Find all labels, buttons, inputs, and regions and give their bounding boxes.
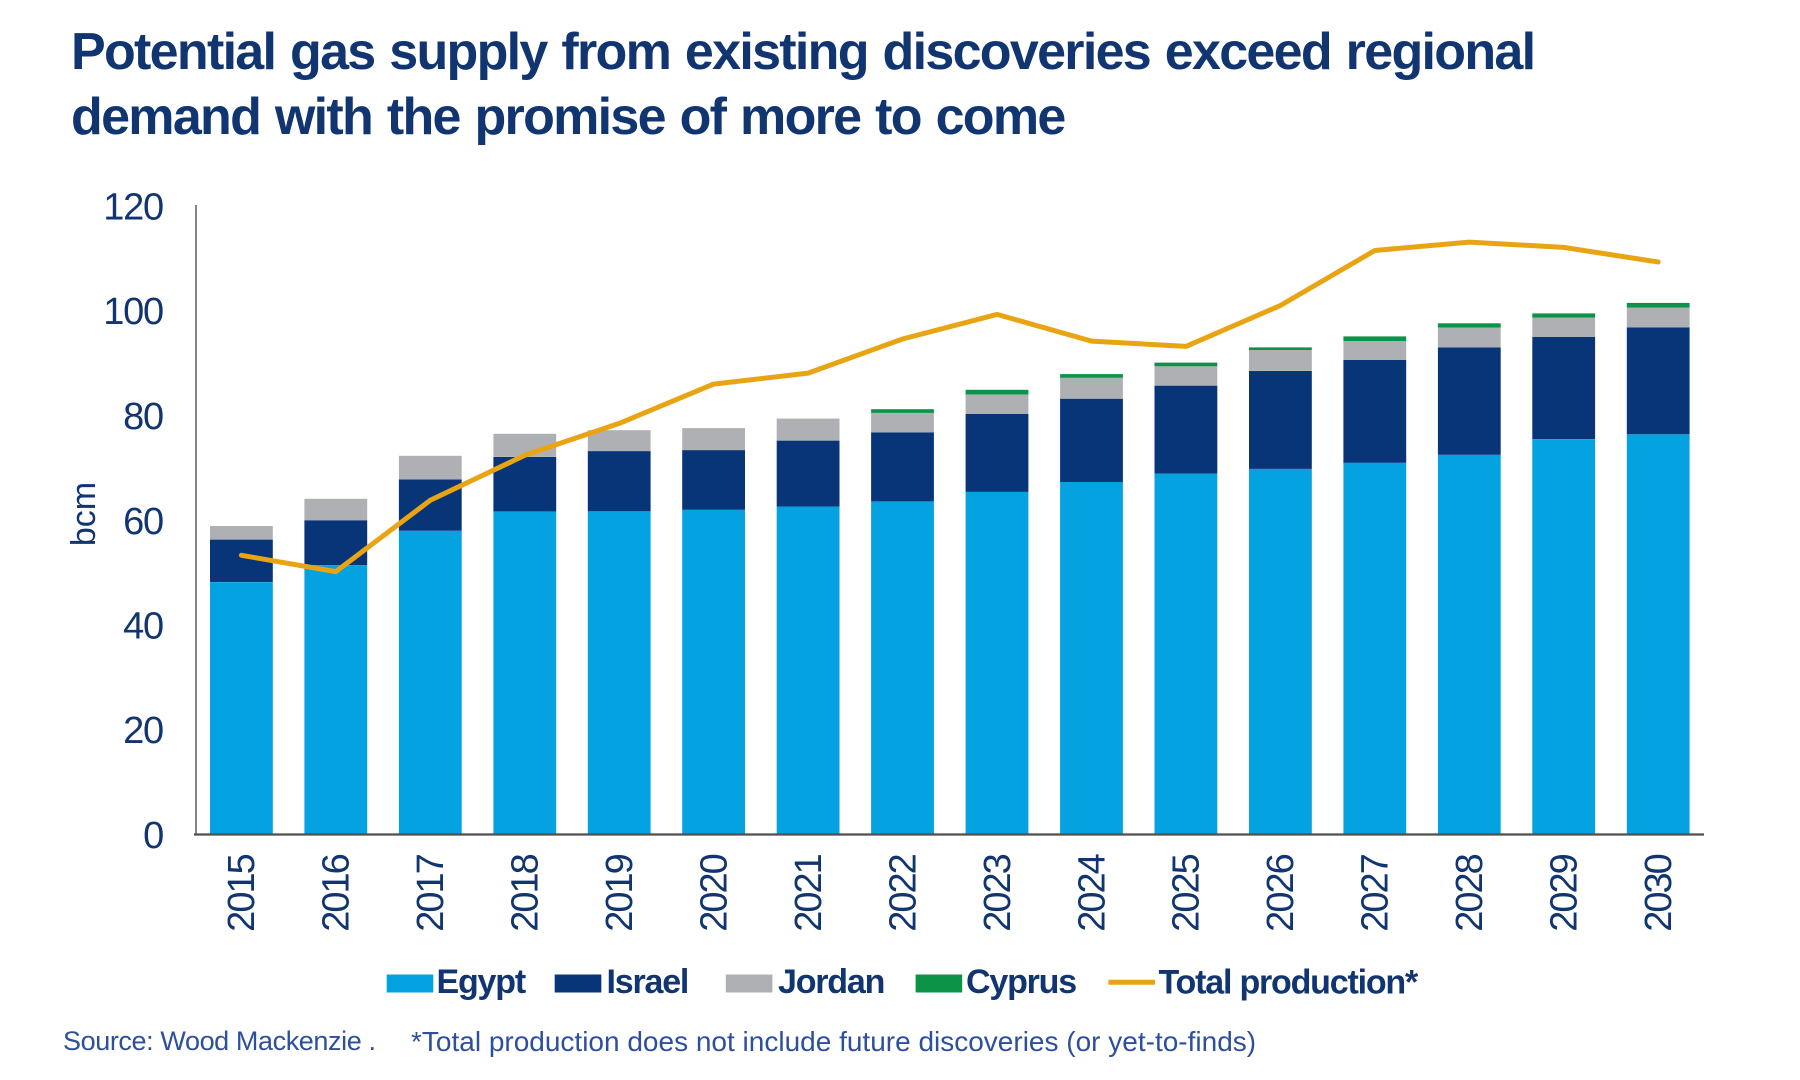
svg-text:100: 100: [103, 291, 163, 333]
svg-text:bcm: bcm: [65, 482, 103, 546]
svg-text:120: 120: [103, 187, 163, 229]
svg-text:2017: 2017: [410, 854, 452, 931]
svg-text:80: 80: [123, 396, 163, 438]
svg-text:2026: 2026: [1260, 854, 1302, 931]
svg-text:60: 60: [123, 501, 163, 543]
svg-text:Cyprus: Cyprus: [966, 963, 1076, 1001]
svg-text:Jordan: Jordan: [778, 963, 884, 1001]
svg-text:2027: 2027: [1355, 854, 1397, 931]
svg-text:2016: 2016: [316, 854, 358, 931]
svg-text:40: 40: [123, 606, 163, 648]
svg-text:0: 0: [143, 815, 163, 857]
svg-text:2028: 2028: [1449, 854, 1491, 931]
svg-text:20: 20: [123, 710, 163, 752]
svg-text:2023: 2023: [977, 854, 1019, 931]
svg-text:2029: 2029: [1544, 854, 1586, 931]
svg-text:Egypt: Egypt: [437, 963, 526, 1001]
svg-text:2018: 2018: [505, 854, 547, 931]
svg-text:2021: 2021: [788, 854, 830, 931]
svg-text:2024: 2024: [1071, 853, 1113, 931]
svg-text:2030: 2030: [1638, 854, 1680, 931]
svg-text:2022: 2022: [882, 854, 924, 931]
svg-text:2020: 2020: [693, 854, 735, 931]
svg-text:2025: 2025: [1166, 854, 1208, 931]
svg-text:Israel: Israel: [607, 963, 689, 1001]
svg-text:Total production*: Total production*: [1159, 964, 1419, 1002]
svg-text:2019: 2019: [599, 854, 641, 931]
svg-text:2015: 2015: [221, 854, 263, 931]
